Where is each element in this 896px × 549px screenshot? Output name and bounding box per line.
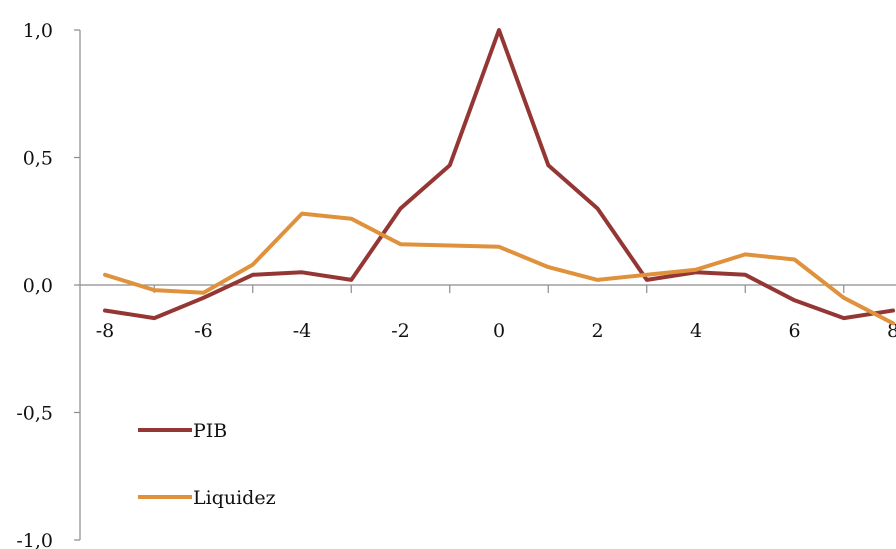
- y-tick-label: -1,0: [16, 530, 53, 549]
- x-tick-label: -4: [293, 320, 312, 342]
- x-tick-label: 2: [591, 320, 603, 342]
- series-lines: [103, 28, 895, 326]
- series-line-liquidez: [103, 211, 895, 326]
- y-tick-label: 1,0: [23, 20, 53, 42]
- axes: [74, 29, 896, 541]
- x-tick-label: 6: [788, 320, 800, 342]
- series-line-pib: [103, 28, 895, 321]
- y-tick-label: 0,5: [23, 148, 53, 170]
- y-tick-label: -0,5: [16, 403, 53, 425]
- x-tick-label: 8: [887, 320, 896, 342]
- legend-label-pib: PIB: [193, 420, 227, 442]
- x-tick-label: 0: [493, 320, 505, 342]
- x-tick-label: 4: [690, 320, 702, 342]
- x-tick-label: -8: [96, 320, 115, 342]
- tick-labels: 1,0 0,5 0,0 -0,5 -1,0 -8 -6 -4 -2 0 2 4 6 8: [16, 20, 896, 549]
- legend-label-liquidez: Liquidez: [193, 487, 276, 509]
- x-tick-label: -2: [391, 320, 410, 342]
- x-tick-label: -6: [194, 320, 213, 342]
- legend: PIB Liquidez: [138, 420, 276, 509]
- y-tick-label: 0,0: [23, 275, 53, 297]
